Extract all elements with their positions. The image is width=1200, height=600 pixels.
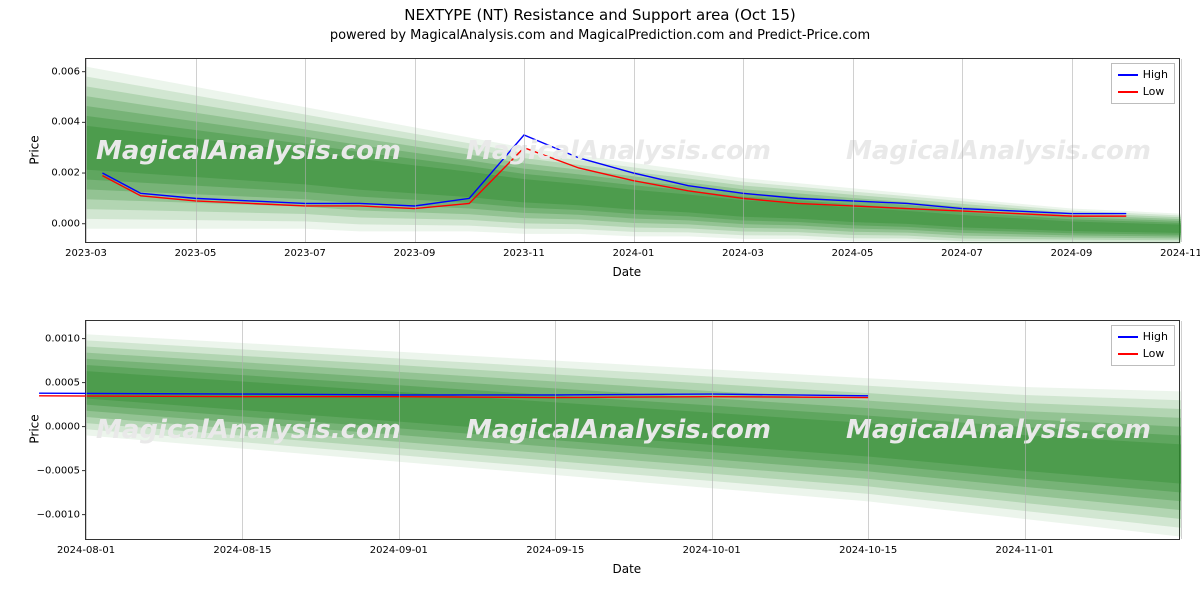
xtick-label: 2024-07 [922,242,1002,259]
ytick-label: −0.0005 [20,465,86,476]
chart-bottom: MagicalAnalysis.com MagicalAnalysis.com … [85,320,1180,540]
xtick-label: 2024-05 [813,242,893,259]
xtick-label: 2024-10-15 [828,539,908,556]
ylabel-bottom: Price [28,414,42,443]
xtick-label: 2024-09-01 [359,539,439,556]
xtick-label: 2024-09-15 [515,539,595,556]
ylabel-top: Price [28,135,42,164]
xtick-label: 2023-05 [156,242,236,259]
figure-container: NEXTYPE (NT) Resistance and Support area… [0,0,1200,600]
legend: High Low [1111,325,1175,366]
legend-high: High [1143,67,1168,84]
chart-top: MagicalAnalysis.com MagicalAnalysis.com … [85,58,1180,243]
xlabel-top: Date [613,265,642,279]
xtick-label: 2024-11-01 [985,539,1065,556]
xtick-label: 2024-09 [1032,242,1112,259]
chart-top-plot [86,59,1179,242]
xtick-label: 2024-11 [1141,242,1200,259]
chart-bottom-plot [86,321,1179,539]
chart-subtitle: powered by MagicalAnalysis.com and Magic… [0,24,1200,47]
chart-title: NEXTYPE (NT) Resistance and Support area… [0,0,1200,24]
xtick-label: 2024-08-15 [202,539,282,556]
legend-low: Low [1143,84,1165,101]
ytick-label: 0.0010 [20,333,86,344]
ytick-label: 0.004 [20,117,86,128]
xtick-label: 2024-03 [703,242,783,259]
legend-low: Low [1143,346,1165,363]
legend-high: High [1143,329,1168,346]
xtick-label: 2023-03 [46,242,126,259]
ytick-label: 0.006 [20,66,86,77]
ytick-label: −0.0010 [20,509,86,520]
ytick-label: 0.000 [20,218,86,229]
xlabel-bottom: Date [613,562,642,576]
xtick-label: 2023-11 [484,242,564,259]
xtick-label: 2023-07 [265,242,345,259]
xtick-label: 2024-01 [594,242,674,259]
legend: High Low [1111,63,1175,104]
xtick-label: 2024-08-01 [46,539,126,556]
xtick-label: 2024-10-01 [672,539,752,556]
ytick-label: 0.0005 [20,377,86,388]
ytick-label: 0.002 [20,168,86,179]
xtick-label: 2023-09 [375,242,455,259]
